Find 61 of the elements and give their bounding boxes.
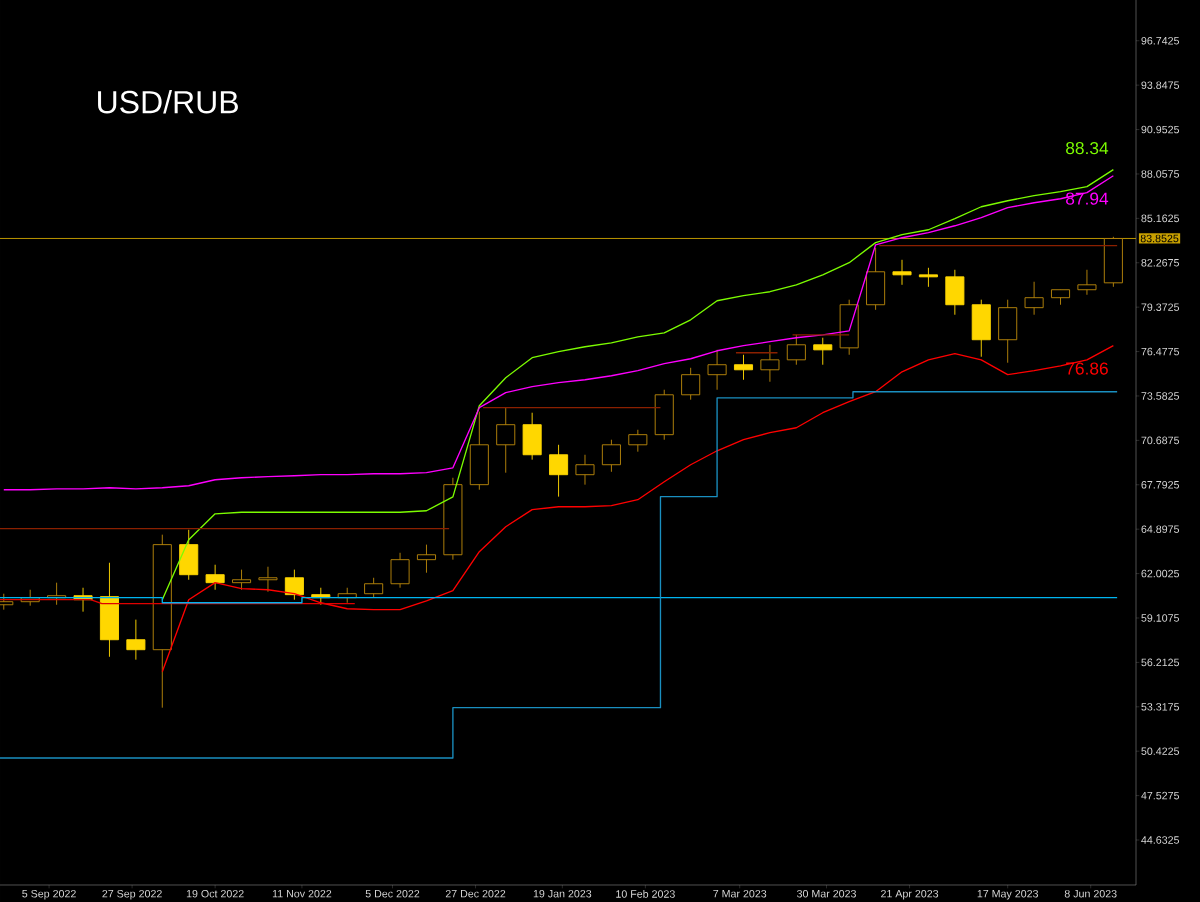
- x-tick-label: 5 Sep 2022: [22, 889, 76, 900]
- candlestick: [892, 259, 912, 286]
- candlestick: [681, 367, 701, 401]
- candlestick: [628, 429, 648, 453]
- candlestick: [786, 334, 806, 366]
- y-tick-label: 56.2125: [1141, 658, 1180, 667]
- y-tick-label: 93.8475: [1141, 81, 1180, 89]
- candlestick: [549, 444, 569, 498]
- y-tick-label: 90.9525: [1141, 125, 1180, 134]
- x-tick-label: 21 Apr 2023: [881, 889, 939, 900]
- y-tick-label: 79.3725: [1141, 303, 1180, 311]
- candlestick: [601, 439, 621, 473]
- x-tick-label: 17 May 2023: [977, 889, 1039, 900]
- y-tick-label: 82.2675: [1141, 258, 1180, 267]
- y-tick-label: 76.4775: [1141, 347, 1180, 356]
- x-tick-label: 27 Sep 2022: [102, 889, 162, 900]
- y-tick-label: 70.6875: [1141, 436, 1180, 445]
- series-label: 88.34: [1066, 141, 1109, 155]
- candlestick: [232, 569, 252, 591]
- candlestick: [1077, 269, 1097, 296]
- line-series: [3, 175, 1115, 491]
- y-tick-label: 73.5825: [1141, 392, 1180, 400]
- candlestick: [813, 337, 833, 366]
- y-tick-label: 88.0575: [1141, 170, 1180, 178]
- x-tick-label: 27 Dec 2022: [445, 889, 506, 898]
- candlestick: [126, 619, 146, 661]
- candlestick: [707, 349, 727, 391]
- candlestick: [760, 344, 780, 383]
- candlestick: [1024, 281, 1044, 316]
- candlestick: [496, 407, 516, 474]
- candlestick: [364, 577, 384, 599]
- x-tick-label: 11 Nov 2022: [272, 889, 332, 898]
- y-tick-label: 96.7425: [1141, 36, 1180, 45]
- candlestick: [205, 564, 225, 591]
- x-tick-label: 19 Oct 2022: [186, 889, 244, 898]
- x-tick-label: 10 Feb 2023: [616, 889, 675, 898]
- x-tick-label: 5 Dec 2022: [365, 889, 420, 898]
- x-tick-label: 19 Jan 2023: [533, 889, 592, 898]
- candlestick: [258, 566, 278, 593]
- ref-line-label: 83.8525: [1140, 234, 1179, 243]
- line-series: [161, 345, 1115, 673]
- series-label: 87.94: [1066, 192, 1109, 205]
- candlestick: [575, 454, 595, 486]
- series-label: 76.86: [1066, 362, 1108, 375]
- candlestick: [733, 354, 754, 381]
- candlestick: [416, 544, 436, 574]
- y-tick-label: 85.1625: [1141, 214, 1180, 223]
- x-tick-label: 8 Jun 2023: [1064, 889, 1117, 898]
- y-tick-label: 64.8975: [1141, 525, 1180, 533]
- y-tick-label: 47.5275: [1141, 791, 1180, 800]
- y-tick-label: 53.3175: [1141, 703, 1180, 711]
- y-tick-label: 44.6325: [1141, 836, 1180, 844]
- candlestick: [918, 267, 938, 288]
- y-tick-label: 59.1075: [1141, 614, 1180, 622]
- y-tick-label: 62.0025: [1141, 569, 1180, 578]
- text: USD/RUB: [98, 90, 238, 114]
- y-tick-label: 50.4225: [1141, 747, 1180, 755]
- x-tick-label: 7 Mar 2023: [713, 889, 767, 898]
- candlestick: [284, 569, 304, 601]
- y-tick-label: 67.7925: [1141, 481, 1180, 489]
- x-tick-label: 30 Mar 2023: [796, 889, 856, 898]
